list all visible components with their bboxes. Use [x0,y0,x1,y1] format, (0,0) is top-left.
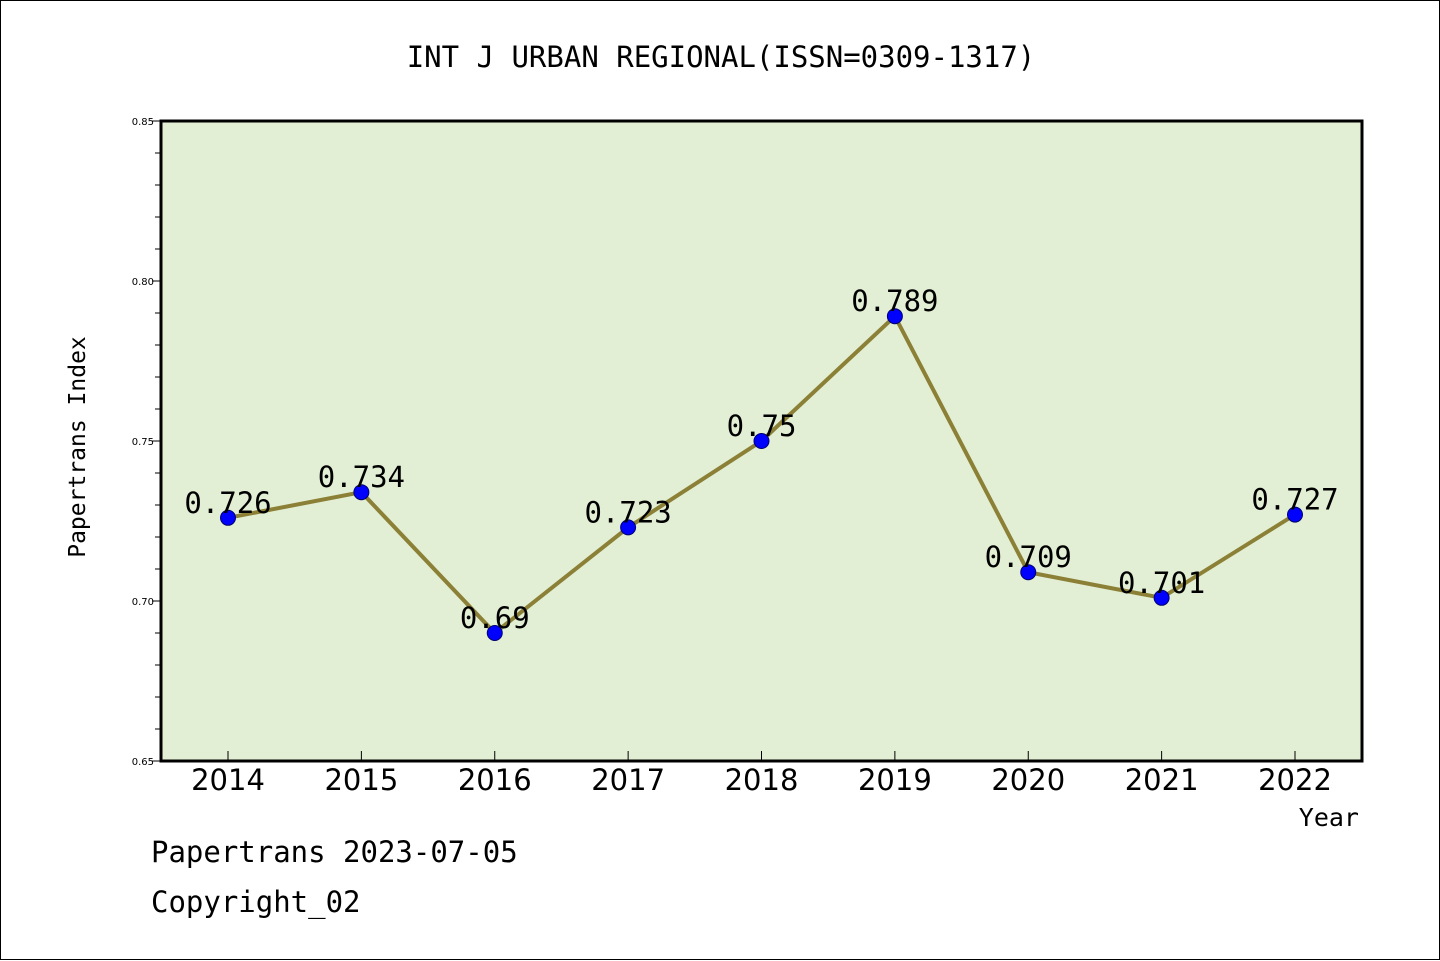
y-tick-label: 0.75 [132,437,154,448]
x-tick-label: 2016 [458,763,532,797]
data-label: 0.709 [985,540,1072,574]
x-tick-label: 2014 [191,763,265,797]
series-layer: 0.726 0.734 0.69 0.723 0.75 0.789 0.709 0.701 0.… [184,284,1339,641]
data-label: 0.727 [1251,483,1338,517]
data-point [620,519,637,536]
footer-date: Papertrans 2023-07-05 [151,835,518,869]
data-point [1020,564,1037,581]
x-axis: 2014 2015 2016 2017 2018 2019 2020 2021 2022 [191,751,1332,797]
data-point [1287,506,1303,523]
y-tick-label: 0.80 [132,277,154,288]
data-label: 0.69 [460,601,530,635]
y-tick-label: 0.85 [132,117,154,128]
data-label: 0.723 [584,495,671,529]
y-tick-label: 0.70 [132,597,154,608]
data-point [220,509,236,526]
x-tick-label: 2021 [1125,763,1199,797]
x-tick-label: 2022 [1258,763,1332,797]
chart-title: INT J URBAN REGIONAL(ISSN=0309-1317) [407,40,1036,74]
data-label: 0.789 [851,284,938,318]
data-label: 0.701 [1118,566,1205,600]
y-tick-label: 0.65 [132,757,154,768]
data-point [1153,589,1170,606]
data-point [486,625,503,641]
y-axis-label: Papertrans Index [65,336,91,558]
data-label: 0.734 [318,460,405,494]
x-tick-label: 2019 [858,763,932,797]
x-tick-label: 2017 [591,763,665,797]
data-label: 0.726 [184,486,271,520]
x-tick-label: 2020 [991,763,1065,797]
x-tick-label: 2018 [725,763,799,797]
data-label: 0.75 [727,409,797,443]
y-axis: 0.65 0.70 0.75 0.80 0.85 [132,117,161,768]
data-point [753,433,770,449]
data-point [353,484,370,501]
footer-copyright: Copyright_02 [151,885,361,919]
data-point [886,308,903,325]
x-axis-label: Year [1299,803,1359,832]
x-tick-label: 2015 [324,763,398,797]
